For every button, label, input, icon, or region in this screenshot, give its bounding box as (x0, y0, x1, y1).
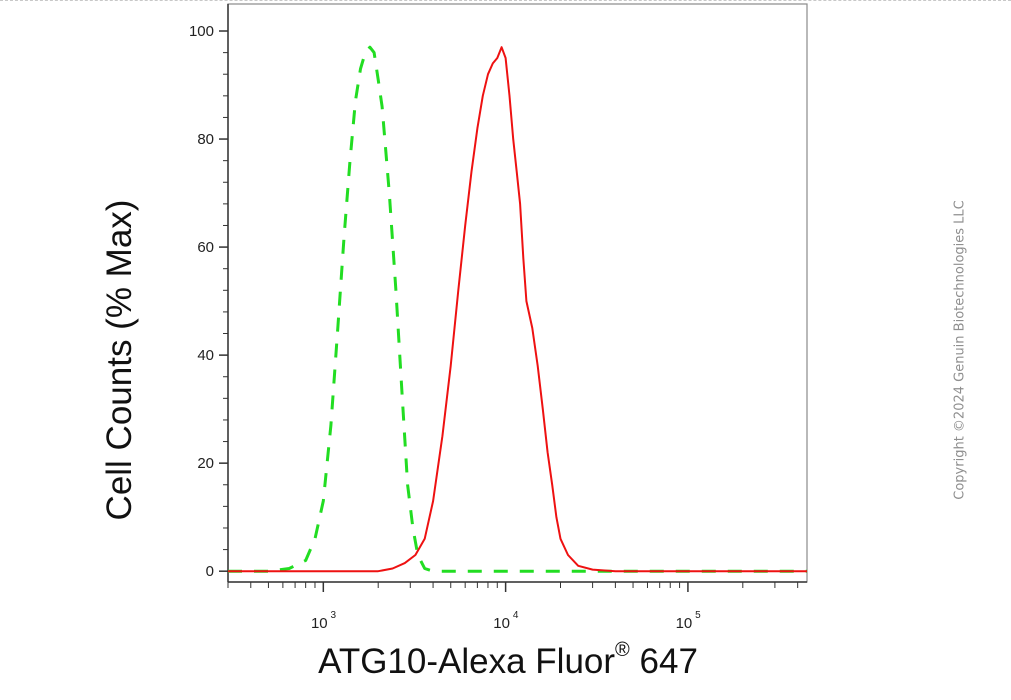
x-axis-label-main: ATG10-Alexa Fluor (318, 642, 616, 681)
x-axis-label: ATG10-Alexa Fluor® 647 (318, 639, 698, 682)
y-tick-label: 80 (197, 131, 214, 148)
registered-mark: ® (615, 639, 630, 662)
y-axis-label: Cell Counts (% Max) (100, 199, 139, 521)
copyright-notice: Copyright ©2024 Genuin Biotechnologies L… (952, 200, 968, 500)
series-line-1 (228, 45, 807, 573)
x-axis-label-rest: 647 (629, 642, 698, 681)
plot-frame (227, 3, 808, 583)
x-tick-exponent: 4 (513, 610, 519, 621)
x-tick-exponent: 3 (331, 610, 337, 621)
y-tick-label: 60 (197, 239, 214, 256)
x-tick-label: 10 (493, 615, 510, 632)
x-tick-label: 10 (676, 615, 693, 632)
y-tick-label: 0 (206, 563, 214, 580)
y-tick-label: 100 (189, 23, 214, 40)
y-tick-label: 40 (197, 347, 214, 364)
x-tick-exponent: 5 (695, 610, 701, 621)
top-dashed-border (0, 0, 1011, 1)
series-line-2 (228, 46, 807, 573)
y-tick-label: 20 (197, 455, 214, 472)
x-tick-label: 10 (311, 615, 328, 632)
series-group (228, 45, 807, 573)
